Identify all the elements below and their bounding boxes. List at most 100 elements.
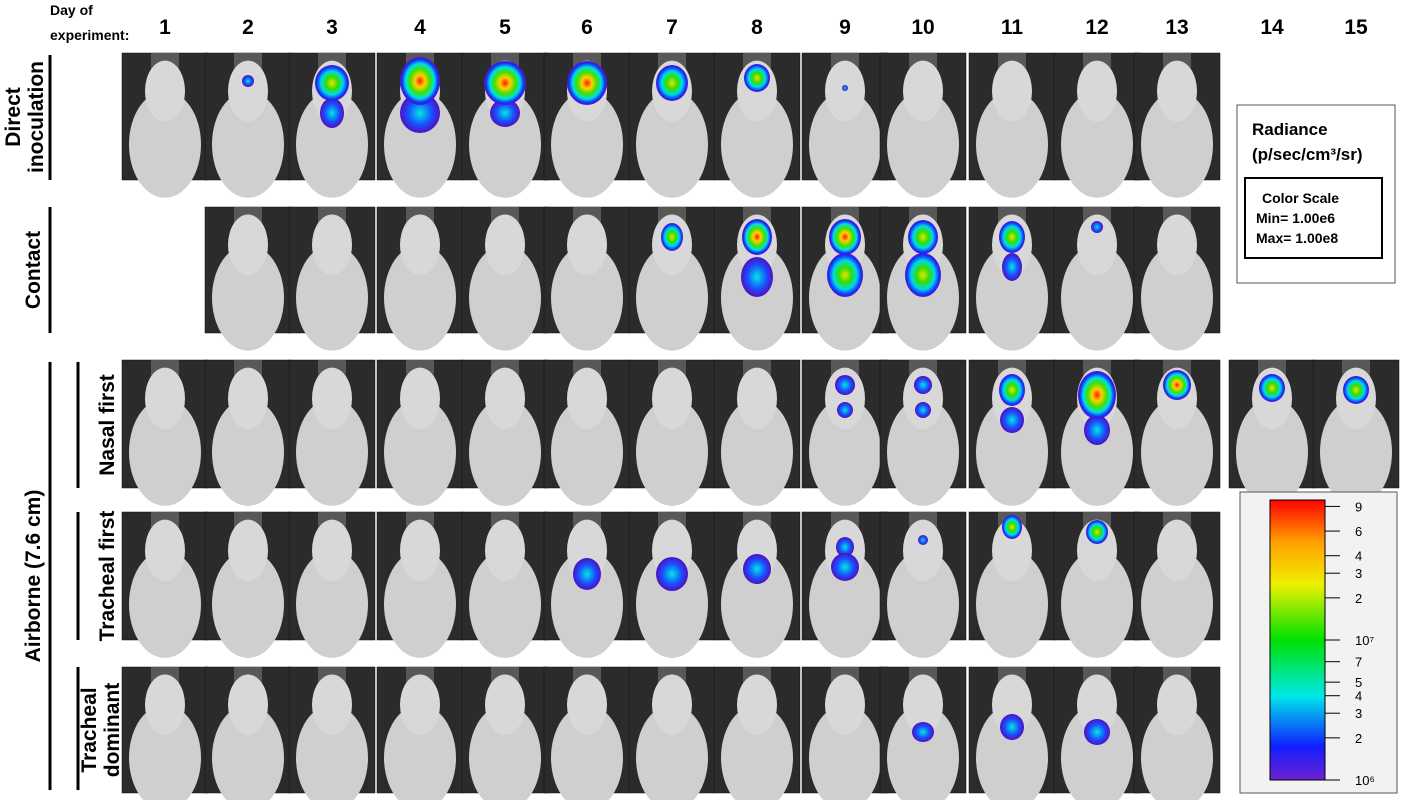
signal	[905, 253, 941, 297]
mouse-head	[228, 214, 268, 276]
mouse-body	[636, 91, 708, 198]
mouse-head	[400, 674, 440, 736]
colorbar-tick-label: 9	[1355, 499, 1362, 514]
row-label: Tracheal	[78, 687, 101, 772]
mouse-head	[903, 674, 943, 736]
day-number: 15	[1344, 16, 1368, 39]
mouse-head	[312, 367, 352, 430]
signal	[1000, 407, 1024, 433]
mouse-body	[887, 704, 959, 800]
mouse-head	[1157, 214, 1197, 276]
mouse-body	[1061, 244, 1133, 351]
mouse-body	[551, 398, 623, 506]
signal	[490, 99, 520, 127]
mouse-head	[1077, 214, 1117, 276]
day-number: 12	[1085, 16, 1108, 39]
signal	[1002, 515, 1022, 539]
colorbar-tick-label: 3	[1355, 706, 1362, 721]
mouse-head	[312, 674, 352, 736]
mouse-head	[228, 519, 268, 582]
day-number: 9	[839, 16, 851, 39]
mouse-body	[384, 244, 456, 351]
mouse-body	[1236, 398, 1308, 506]
signal	[827, 253, 863, 297]
mouse-body	[976, 704, 1048, 800]
mouse-head	[567, 674, 607, 736]
mouse-body	[976, 244, 1048, 351]
mouse-body	[469, 704, 541, 800]
mouse-body	[1320, 398, 1392, 506]
mouse-body	[296, 550, 368, 658]
mouse-head	[652, 367, 692, 430]
mouse-body	[1061, 704, 1133, 800]
mouse-head	[400, 367, 440, 430]
mouse-head	[903, 367, 943, 430]
signal	[999, 374, 1025, 406]
mouse-body	[1141, 244, 1213, 351]
mouse-head	[485, 214, 525, 276]
mouse-body	[551, 704, 623, 800]
day-number: 1	[159, 16, 171, 39]
colorbar-tick-label: 7	[1355, 655, 1362, 670]
mouse-body	[636, 398, 708, 506]
mouse-body	[721, 550, 793, 658]
day-number: 3	[326, 16, 338, 39]
signal	[914, 376, 932, 394]
signal	[915, 402, 931, 418]
mouse-body	[721, 704, 793, 800]
mouse-head	[145, 674, 185, 736]
mouse-body	[469, 244, 541, 351]
mouse-body	[551, 91, 623, 198]
colorbar-tick-label: 2	[1355, 731, 1362, 746]
day-number: 13	[1165, 16, 1188, 39]
signal	[829, 219, 861, 255]
mouse-body	[1141, 704, 1213, 800]
mouse-head	[825, 60, 865, 122]
mouse-body	[1141, 398, 1213, 506]
mouse-head	[228, 674, 268, 736]
colorbar-tick-label: 6	[1355, 524, 1362, 539]
mouse-body	[469, 550, 541, 658]
mouse-body	[1061, 91, 1133, 198]
row-label: Tracheal first	[96, 511, 119, 642]
signal	[1078, 371, 1116, 419]
mouse-body	[809, 550, 881, 658]
day-number: 7	[666, 16, 678, 39]
row-label: Contact	[22, 231, 45, 309]
mouse-body	[636, 550, 708, 658]
signal	[1163, 370, 1191, 400]
mouse-body	[296, 91, 368, 198]
signal	[831, 553, 859, 581]
signal	[656, 65, 688, 101]
signal	[320, 98, 344, 128]
mouse-body	[129, 398, 201, 506]
mouse-body	[1141, 91, 1213, 198]
mouse-body	[887, 398, 959, 506]
colorbar-tick-label: 10⁷	[1355, 633, 1374, 648]
mouse-body	[721, 398, 793, 506]
signal	[1084, 719, 1110, 745]
mouse-body	[129, 91, 201, 198]
colorbar-tick-label: 10⁶	[1355, 773, 1375, 788]
group-label: Airborne (7.6 cm)	[22, 490, 45, 663]
signal	[837, 402, 853, 418]
mouse-body	[721, 91, 793, 198]
mouse-body	[976, 398, 1048, 506]
day-number: 4	[414, 16, 426, 39]
signal	[741, 257, 773, 297]
mouse-head	[400, 519, 440, 582]
signal	[400, 57, 440, 105]
mouse-body	[976, 91, 1048, 198]
signal	[567, 61, 607, 105]
signal	[742, 219, 772, 255]
day-number: 11	[1001, 16, 1024, 39]
colorbar	[1269, 499, 1326, 781]
signal	[918, 535, 928, 545]
mouse-head	[992, 519, 1032, 582]
scale-text: Min= 1.00e6	[1256, 210, 1335, 226]
mouse-body	[212, 550, 284, 658]
mouse-body	[1061, 398, 1133, 506]
signal	[1002, 253, 1022, 281]
mouse-body	[212, 704, 284, 800]
